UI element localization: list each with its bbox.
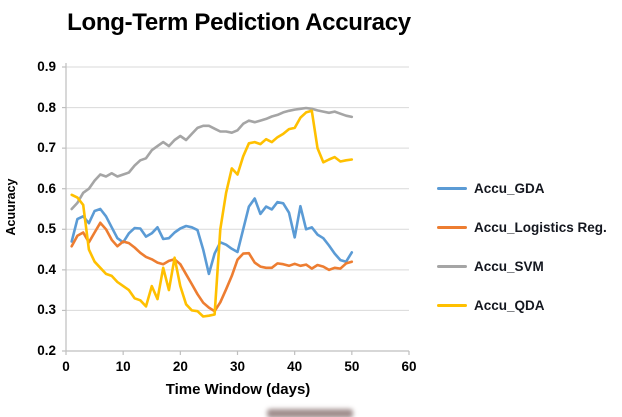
x-axis-title: Time Window (days): [165, 381, 311, 398]
y-axis-title: Acuuracy: [4, 178, 18, 236]
legend-label-svm: Accu_SVM: [474, 258, 544, 274]
legend-swatch-svm: [437, 264, 467, 268]
x-tick-label: 50: [344, 359, 360, 374]
legend-item-qda: Accu_QDA: [437, 297, 607, 313]
legend-item-svm: Accu_SVM: [437, 258, 607, 274]
series-line-Accu_Logistics Reg.: [70, 221, 354, 313]
x-tick-label: 40: [287, 359, 303, 374]
legend-label-logistics: Accu_Logistics Reg.: [474, 219, 607, 235]
legend: Accu_GDA Accu_Logistics Reg. Accu_SVM Ac…: [437, 180, 607, 336]
legend-swatch-logistics: [437, 225, 467, 229]
x-tick-label: 60: [401, 359, 417, 374]
legend-item-logistics: Accu_Logistics Reg.: [437, 219, 607, 235]
series-line-Accu_SVM: [70, 106, 354, 211]
y-tick-label: 0.9: [37, 59, 56, 74]
legend-swatch-gda: [437, 186, 467, 190]
legend-swatch-qda: [437, 303, 467, 307]
y-tick-label: 0.7: [37, 140, 56, 156]
y-tick-label: 0.5: [37, 221, 56, 237]
x-tick-label: 10: [115, 359, 131, 374]
legend-label-qda: Accu_QDA: [474, 297, 545, 313]
x-tick-label: 0: [62, 359, 70, 374]
y-tick-label: 0.2: [37, 343, 56, 358]
chart-title: Long-Term Pediction Accuracy: [67, 9, 411, 36]
x-tick-label: 30: [229, 359, 246, 374]
legend-item-gda: Accu_GDA: [437, 180, 607, 196]
series-line-Accu_GDA: [70, 197, 354, 276]
y-tick-label: 0.4: [37, 261, 56, 277]
bottom-edge-artifact: [267, 409, 353, 417]
y-tick-label: 0.3: [37, 302, 56, 318]
y-tick-label: 0.8: [37, 99, 56, 115]
y-tick-label: 0.6: [37, 180, 56, 196]
x-tick-label: 20: [172, 359, 188, 374]
legend-label-gda: Accu_GDA: [474, 180, 545, 196]
series-line-Accu_QDA: [70, 109, 354, 318]
